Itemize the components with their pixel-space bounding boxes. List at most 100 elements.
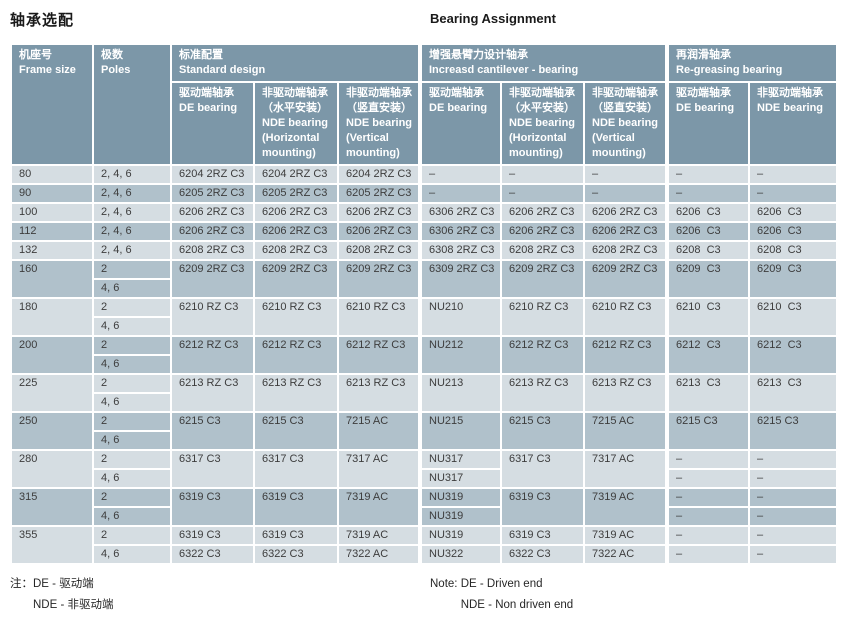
note-en-line1: DE - Driven end	[460, 578, 543, 590]
table-row: 180 2 6210 RZ C3 6210 RZ C3 6210 RZ C3 NU210 6…	[12, 299, 836, 335]
poles-cell: 2	[94, 299, 170, 316]
note-zh-line1: DE - 驱动端	[33, 578, 94, 590]
bearing-cell: 6208 2RZ C3	[585, 242, 666, 259]
bearing-cell: 7322 AC	[585, 546, 666, 563]
subheader-cell: 非驱动端轴承 （水平安装） NDE bearing (Horizontal mo…	[502, 83, 583, 164]
bearing-cell: 6206 2RZ C3	[502, 223, 583, 240]
page-title-en: Bearing Assignment	[430, 11, 556, 26]
bearing-cell: 6210 RZ C3	[585, 299, 666, 335]
bearing-cell: 6215 C3	[172, 413, 253, 449]
bearing-cell: 6205 2RZ C3	[339, 185, 418, 202]
bearing-cell: 6206 C3	[667, 204, 749, 221]
bearing-cell: 6206 C3	[750, 204, 836, 221]
frame-cell: 200	[12, 337, 92, 373]
bearing-cell: 6210 RZ C3	[172, 299, 253, 335]
poles-cell: 4, 6	[94, 470, 170, 487]
bearing-cell: –	[420, 185, 500, 202]
bearing-cell: 6215 C3	[502, 413, 583, 449]
table-row: 355 2 6319 C3 6319 C3 7319 AC NU319 6319 C3 731…	[12, 527, 836, 563]
bearing-cell: –	[667, 508, 749, 525]
bearing-cell: 6213 RZ C3	[255, 375, 337, 411]
bearing-cell: –	[667, 546, 749, 563]
bearing-cell: 6213 RZ C3	[585, 375, 666, 411]
table-header-group-row: 机座号 Frame size 极数 Poles 标准配置 Standard desi…	[12, 45, 836, 164]
bearing-cell: –	[585, 166, 666, 183]
bearing-cell: 6209 2RZ C3	[502, 261, 583, 297]
bearing-cell: NU317	[420, 451, 500, 468]
bearing-cell: 6204 2RZ C3	[172, 166, 253, 183]
frame-cell: 100	[12, 204, 92, 221]
bearing-cell: 6215 C3	[667, 413, 749, 449]
note-en-label: Note:	[430, 578, 461, 590]
bearing-cell: –	[420, 166, 500, 183]
bearing-cell: 6212 RZ C3	[585, 337, 666, 373]
bearing-cell: 6209 2RZ C3	[339, 261, 418, 297]
group-header-increased-cantilever: 增强悬臂力设计轴承 Increasd cantilever - bearing	[420, 45, 666, 81]
bearing-cell: 6209 C3	[750, 261, 836, 297]
bearing-cell: 6210 C3	[667, 299, 749, 335]
bearing-cell: 6206 2RZ C3	[172, 204, 253, 221]
bearing-cell: 6213 C3	[750, 375, 836, 411]
bearing-cell: 6208 C3	[750, 242, 836, 259]
group-header-regreasing: 再润滑轴承 Re-greasing bearing	[667, 45, 836, 81]
bearing-cell: 6209 2RZ C3	[585, 261, 666, 297]
bearing-cell: 6213 RZ C3	[172, 375, 253, 411]
bearing-cell: 6213 RZ C3	[339, 375, 418, 411]
bearing-cell: 6206 2RZ C3	[502, 204, 583, 221]
bearing-cell: 6204 2RZ C3	[339, 166, 418, 183]
bearing-cell: 6206 C3	[750, 223, 836, 240]
poles-cell: 4, 6	[94, 394, 170, 411]
bearing-cell: 7322 AC	[339, 546, 418, 563]
table-row: 4, 6	[12, 318, 836, 335]
table-row: 90 2, 4, 6 6205 2RZ C3 6205 2RZ C3 6205 2RZ …	[12, 185, 836, 202]
bearing-cell: –	[750, 166, 836, 183]
bearing-cell: –	[750, 451, 836, 468]
bearing-cell: 6206 2RZ C3	[172, 223, 253, 240]
bearing-cell: 6208 2RZ C3	[502, 242, 583, 259]
poles-cell: 2, 4, 6	[94, 166, 170, 183]
bearing-cell: 6317 C3	[502, 451, 583, 487]
note-zh: 注： DE - 驱动端 NDE - 非驱动端	[10, 574, 114, 616]
bearing-cell: 6215 C3	[750, 413, 836, 449]
poles-cell: 2	[94, 375, 170, 392]
poles-header-cell: 极数 Poles	[94, 45, 170, 164]
frame-cell: 90	[12, 185, 92, 202]
bearing-cell: 6206 2RZ C3	[255, 223, 337, 240]
bearing-cell: 6317 C3	[172, 451, 253, 487]
table-row: 250 2 6215 C3 6215 C3 7215 AC NU215 6215 C3 721…	[12, 413, 836, 449]
bearing-cell: 7319 AC	[339, 527, 418, 544]
bearing-cell: –	[585, 185, 666, 202]
bearing-cell: –	[750, 489, 836, 506]
bearing-cell: 6205 2RZ C3	[172, 185, 253, 202]
bearing-cell: 6213 RZ C3	[502, 375, 583, 411]
frame-cell: 315	[12, 489, 92, 525]
frame-cell: 112	[12, 223, 92, 240]
bearing-cell: –	[667, 166, 749, 183]
bearing-cell: NU212	[420, 337, 500, 373]
bearing-cell: 6212 RZ C3	[502, 337, 583, 373]
table-row: 225 2 6213 RZ C3 6213 RZ C3 6213 RZ C3 NU213 6…	[12, 375, 836, 411]
bearing-cell: 6204 2RZ C3	[255, 166, 337, 183]
table-row: 4, 6 6322 C3 6322 C3 7322 AC NU322 6322 C3 732…	[12, 546, 836, 563]
note-zh-line2: NDE - 非驱动端	[33, 599, 114, 611]
bearing-cell: 6322 C3	[255, 546, 337, 563]
bearing-cell: 6210 RZ C3	[339, 299, 418, 335]
bearing-cell: –	[750, 470, 836, 487]
bearing-cell: NU319	[420, 508, 500, 525]
bearing-cell: 6306 2RZ C3	[420, 204, 500, 221]
poles-cell: 4, 6	[94, 546, 170, 563]
note-zh-label: 注：	[10, 578, 33, 590]
bearing-cell: 6322 C3	[172, 546, 253, 563]
poles-cell: 4, 6	[94, 356, 170, 373]
bearing-cell: 6308 2RZ C3	[420, 242, 500, 259]
table-row: 112 2, 4, 6 6206 2RZ C3 6206 2RZ C3 6206 2RZ…	[12, 223, 836, 240]
table-body: 80 2, 4, 6 6204 2RZ C3 6204 2RZ C3 6204 2RZ …	[12, 166, 836, 563]
bearing-cell: NU319	[420, 489, 500, 506]
bearing-assignment-table: 机座号 Frame size 极数 Poles 标准配置 Standard desi…	[10, 43, 838, 565]
subheader-cell: 非驱动端轴承 （水平安装） NDE bearing (Horizontal mo…	[255, 83, 337, 164]
bearing-cell: –	[750, 508, 836, 525]
bearing-cell: 6212 RZ C3	[339, 337, 418, 373]
bearing-cell: 6205 2RZ C3	[255, 185, 337, 202]
table-subheader-row: 驱动端轴承 DE bearing 非驱动端轴承 （水平安装） NDE bearin…	[12, 83, 836, 164]
